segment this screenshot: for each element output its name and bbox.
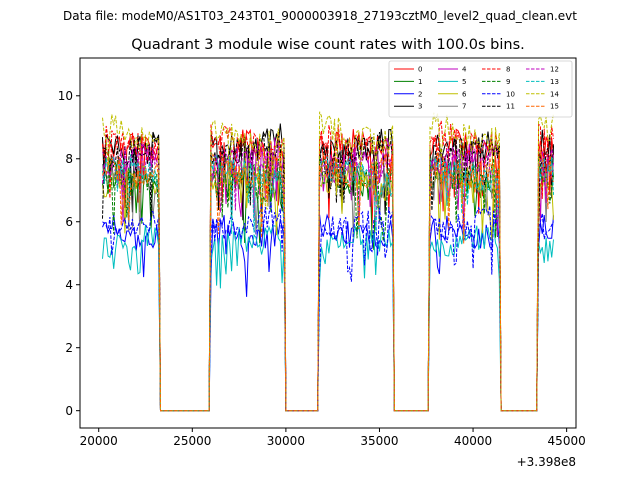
x-axis: 20000 25000 30000 35000 40000 45000	[80, 428, 586, 448]
legend-label-2: 2	[418, 90, 422, 98]
legend-label-4: 4	[462, 66, 467, 74]
series-line-15	[102, 150, 554, 412]
legend-label-3: 3	[418, 103, 422, 111]
x-offset-label: +3.398e8	[517, 455, 576, 469]
x-tick-label: 30000	[267, 434, 305, 448]
legend-label-6: 6	[462, 90, 467, 98]
y-tick-label: 2	[65, 341, 73, 355]
legend-box	[388, 60, 573, 118]
legend-label-1: 1	[418, 78, 422, 86]
legend-label-14: 14	[550, 90, 559, 98]
y-tick-label: 8	[65, 152, 73, 166]
legend-label-10: 10	[506, 90, 515, 98]
chart-title: Quadrant 3 module wise count rates with …	[131, 37, 525, 53]
y-tick-label: 6	[65, 215, 73, 229]
legend-label-7: 7	[462, 103, 466, 111]
x-tick-label: 45000	[548, 434, 586, 448]
series-layer	[102, 111, 554, 412]
legend-label-15: 15	[550, 103, 559, 111]
figure-suptitle: Data file: modeM0/AS1T03_243T01_90000039…	[63, 9, 577, 23]
legend-label-0: 0	[418, 66, 422, 74]
legend-label-8: 8	[506, 66, 510, 74]
x-tick-label: 20000	[80, 434, 118, 448]
y-tick-label: 10	[58, 89, 73, 103]
x-tick-label: 40000	[454, 434, 492, 448]
legend-label-9: 9	[506, 78, 510, 86]
legend-label-12: 12	[550, 66, 559, 74]
series-line-14	[102, 111, 554, 412]
y-tick-label: 4	[65, 278, 73, 292]
x-tick-label: 35000	[360, 434, 398, 448]
y-tick-label: 0	[65, 404, 73, 418]
legend-label-13: 13	[550, 78, 559, 86]
y-axis: 0 2 4 6 8 10	[58, 89, 80, 418]
legend-label-5: 5	[462, 78, 466, 86]
x-tick-label: 25000	[173, 434, 211, 448]
legend-label-11: 11	[506, 103, 515, 111]
axes-frame	[79, 57, 577, 429]
